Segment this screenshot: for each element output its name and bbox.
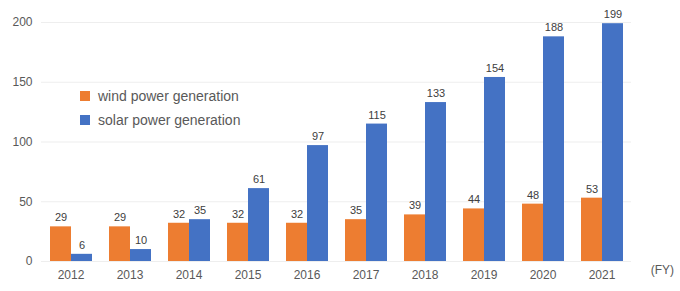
svg-text:29: 29	[114, 211, 126, 223]
html-text:(FY): (FY)	[650, 263, 674, 277]
svg-text:32: 32	[173, 208, 185, 220]
svg-text:2012: 2012	[58, 268, 85, 282]
svg-text:0: 0	[26, 254, 33, 268]
svg-text:2013: 2013	[117, 268, 144, 282]
svg-text:2016: 2016	[294, 268, 321, 282]
svg-text:53: 53	[586, 183, 598, 195]
svg-text:2014: 2014	[176, 268, 203, 282]
svg-text:50: 50	[19, 195, 33, 209]
svg-text:32: 32	[291, 208, 303, 220]
svg-text:200: 200	[12, 15, 32, 29]
svg-text:2017: 2017	[353, 268, 380, 282]
svg-text:115: 115	[368, 109, 386, 121]
html-text:solar power generation: solar power generation	[98, 112, 241, 128]
svg-text:61: 61	[253, 173, 265, 185]
svg-text:6: 6	[79, 239, 85, 251]
svg-text:100: 100	[12, 135, 32, 149]
svg-text:44: 44	[468, 193, 480, 205]
svg-text:2018: 2018	[412, 268, 439, 282]
svg-text:154: 154	[486, 62, 504, 74]
svg-text:133: 133	[427, 87, 445, 99]
svg-text:39: 39	[409, 199, 421, 211]
svg-text:2021: 2021	[589, 268, 616, 282]
svg-text:2020: 2020	[530, 268, 557, 282]
svg-text:2019: 2019	[471, 268, 498, 282]
svg-text:29: 29	[55, 211, 67, 223]
svg-text:97: 97	[312, 130, 324, 142]
svg-text:10: 10	[135, 234, 147, 246]
svg-text:32: 32	[232, 208, 244, 220]
svg-text:2015: 2015	[235, 268, 262, 282]
html-text:wind power generation: wind power generation	[98, 88, 239, 104]
svg-text:199: 199	[604, 8, 622, 20]
svg-text:150: 150	[12, 75, 32, 89]
svg-text:48: 48	[527, 189, 539, 201]
svg-text:35: 35	[350, 204, 362, 216]
svg-text:188: 188	[545, 21, 563, 33]
svg-text:35: 35	[194, 204, 206, 216]
